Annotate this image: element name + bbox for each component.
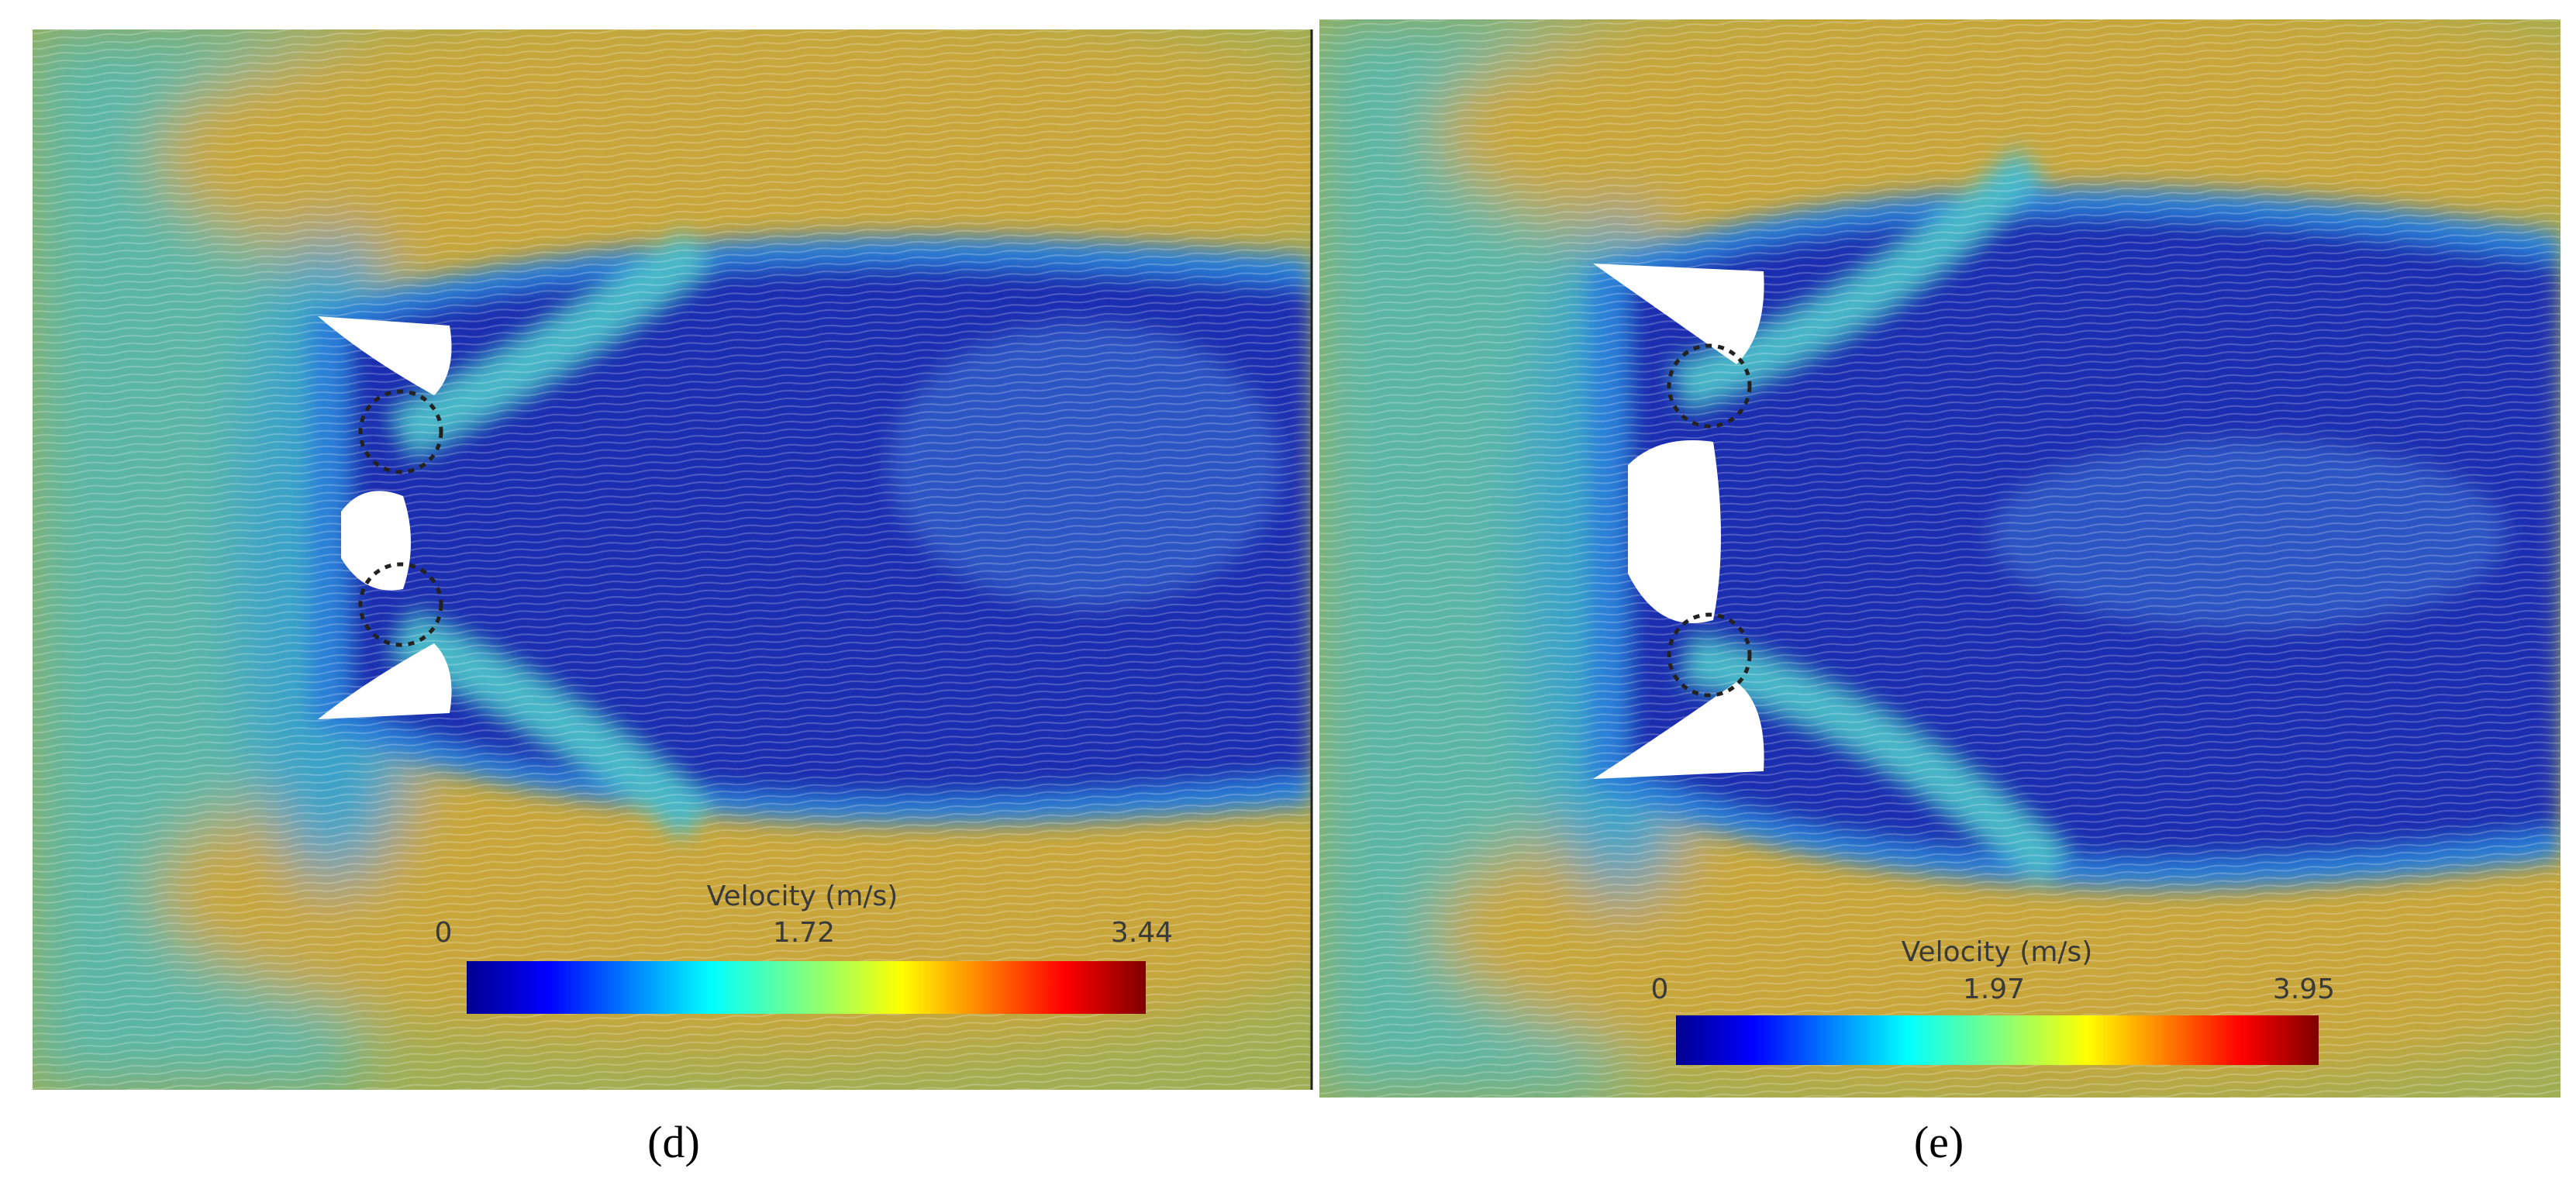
colorbar	[467, 961, 1146, 1014]
colorbar-tick: 0	[1651, 974, 1669, 1005]
colorbar-tick: 0	[435, 917, 453, 949]
panel-caption: (e)	[1913, 1117, 1964, 1167]
flow-field-d	[33, 29, 1312, 1090]
colorbar-title: Velocity (m/s)	[1902, 936, 2093, 968]
colorbar-tick: 3.44	[1111, 917, 1173, 949]
colorbar	[1676, 1015, 2319, 1065]
colorbar-tick: 1.72	[773, 917, 835, 949]
colorbar-tick: 3.95	[2273, 974, 2335, 1005]
flow-field-e	[1319, 19, 2560, 1098]
colorbar-tick: 1.97	[1963, 974, 2025, 1005]
panel-caption: (d)	[647, 1117, 700, 1167]
colorbar-title: Velocity (m/s)	[707, 881, 898, 912]
